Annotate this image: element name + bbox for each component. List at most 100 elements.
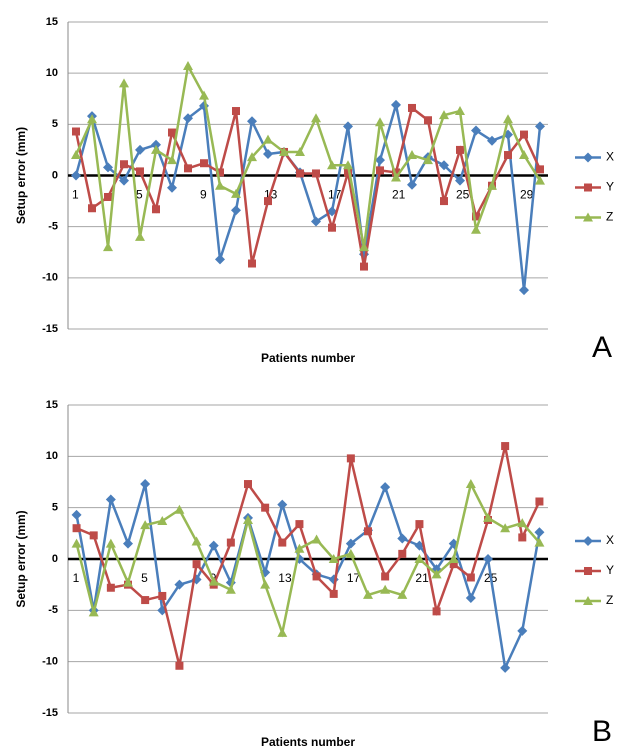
- marker: [487, 135, 497, 146]
- marker: [152, 205, 160, 214]
- marker: [215, 254, 225, 265]
- marker: [141, 596, 150, 605]
- marker: [296, 169, 304, 178]
- legend-label: X: [606, 150, 614, 164]
- legend-label: Y: [606, 563, 614, 577]
- marker: [277, 499, 288, 510]
- y-tick-label: -5: [48, 604, 58, 616]
- marker: [175, 661, 184, 670]
- marker: [135, 144, 145, 155]
- marker: [261, 503, 270, 512]
- x-tick-label: 5: [136, 188, 143, 202]
- marker: [263, 149, 273, 160]
- marker: [311, 113, 321, 123]
- marker: [105, 538, 116, 548]
- y-axis-label: Setup error (mm): [14, 127, 28, 224]
- series-line: [76, 445, 541, 667]
- marker: [135, 231, 145, 241]
- marker: [359, 242, 369, 252]
- y-tick-label: -15: [42, 707, 58, 719]
- marker: [471, 125, 481, 136]
- x-tick-label: 21: [415, 571, 429, 585]
- x-tick-label: 17: [347, 571, 361, 585]
- legend-label: X: [606, 533, 614, 547]
- marker: [535, 121, 545, 132]
- marker: [520, 130, 528, 139]
- marker: [312, 572, 321, 581]
- marker: [312, 169, 320, 178]
- x-tick-label: 1: [73, 571, 80, 585]
- marker: [501, 442, 510, 451]
- marker: [71, 509, 82, 520]
- marker: [344, 168, 352, 177]
- marker: [71, 170, 81, 181]
- marker: [407, 150, 417, 160]
- marker: [71, 538, 82, 548]
- marker: [381, 572, 390, 581]
- marker: [407, 179, 417, 190]
- marker: [278, 538, 287, 547]
- marker: [119, 78, 129, 88]
- marker: [504, 151, 512, 160]
- marker: [329, 589, 338, 598]
- marker: [277, 627, 288, 637]
- marker: [375, 155, 385, 166]
- y-tick-label: 15: [46, 399, 58, 411]
- marker: [158, 591, 167, 600]
- marker: [345, 538, 356, 549]
- x-axis-label: Patients number: [261, 351, 355, 365]
- marker: [88, 204, 96, 213]
- marker: [343, 121, 353, 132]
- marker: [397, 533, 408, 544]
- marker: [375, 117, 385, 127]
- y-tick-label: 10: [46, 67, 58, 79]
- legend-label: Z: [606, 210, 613, 224]
- marker: [103, 242, 113, 252]
- marker: [192, 560, 201, 569]
- marker: [380, 482, 391, 493]
- marker: [167, 182, 177, 193]
- marker: [364, 527, 372, 536]
- marker: [391, 99, 401, 110]
- marker: [483, 554, 493, 564]
- marker: [294, 543, 305, 553]
- legend-label: Z: [606, 593, 613, 607]
- x-tick-label: 9: [200, 188, 207, 202]
- marker: [432, 607, 441, 616]
- marker: [174, 504, 185, 514]
- marker: [328, 223, 336, 232]
- marker: [120, 160, 128, 169]
- marker: [167, 155, 177, 165]
- marker: [327, 206, 337, 217]
- marker: [247, 116, 257, 127]
- marker: [295, 146, 305, 156]
- x-tick-label: 25: [456, 188, 470, 202]
- marker: [519, 150, 529, 160]
- marker: [343, 160, 353, 170]
- marker: [183, 113, 193, 124]
- marker: [243, 514, 253, 524]
- y-tick-label: 10: [46, 450, 58, 462]
- marker: [455, 106, 465, 116]
- marker: [408, 103, 416, 112]
- marker: [295, 520, 304, 529]
- marker: [191, 536, 202, 546]
- series-line: [74, 62, 542, 248]
- marker: [231, 205, 241, 216]
- marker: [263, 134, 273, 144]
- marker: [327, 160, 337, 170]
- marker: [151, 144, 161, 154]
- marker: [346, 454, 355, 463]
- marker: [88, 607, 99, 617]
- x-tick-label: 21: [392, 188, 406, 202]
- series-line: [74, 105, 542, 267]
- marker: [424, 116, 432, 125]
- marker: [456, 145, 464, 154]
- marker: [583, 152, 593, 163]
- marker: [439, 160, 449, 171]
- marker: [392, 168, 400, 177]
- marker: [328, 554, 339, 563]
- marker: [184, 164, 192, 173]
- marker: [583, 596, 593, 605]
